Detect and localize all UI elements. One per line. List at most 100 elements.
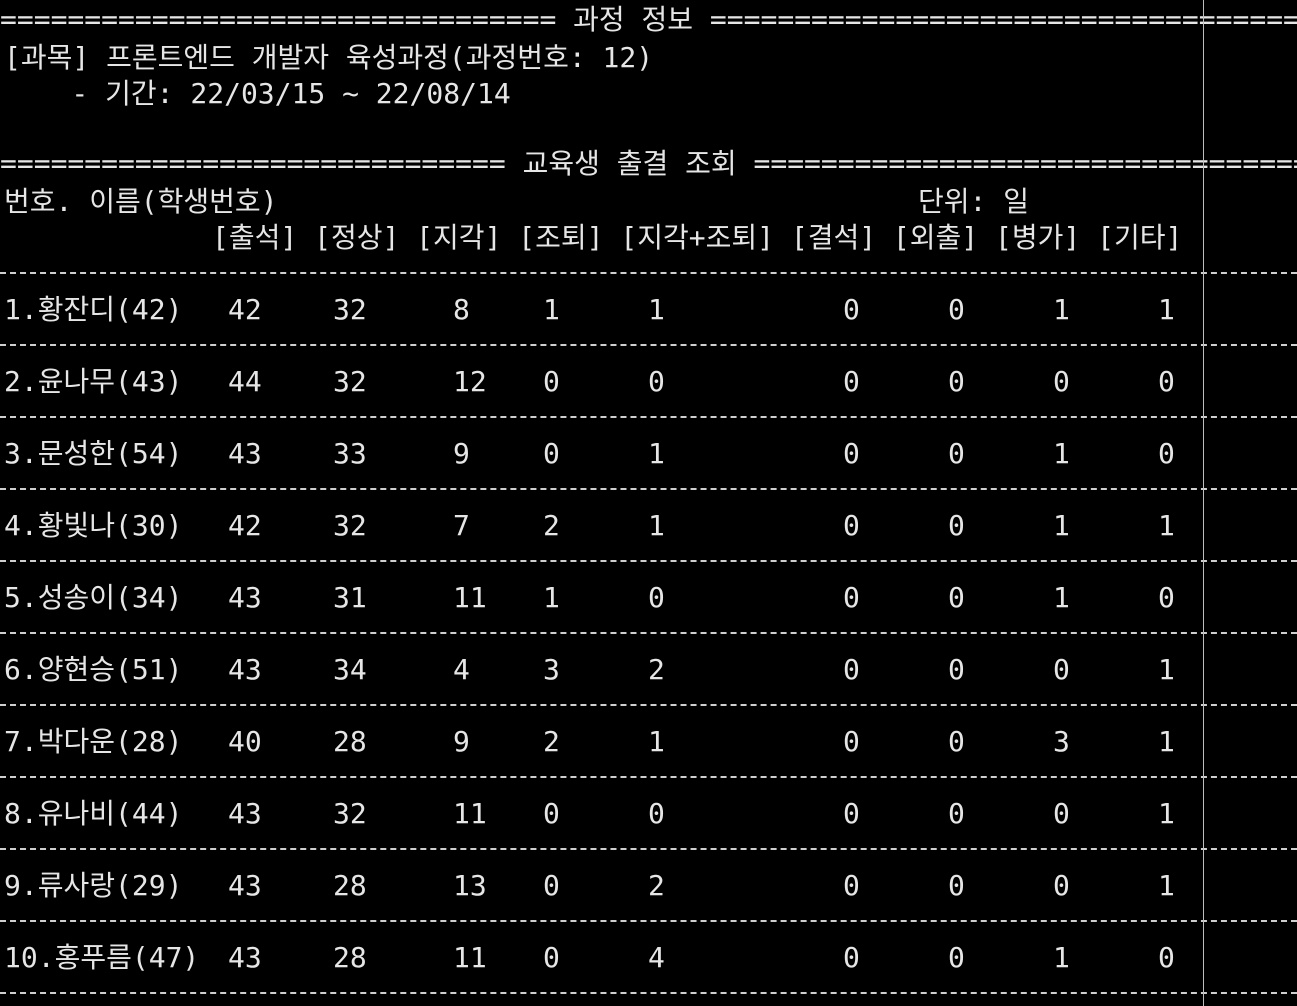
attendance-count: 0 [543, 797, 560, 830]
attendance-count: 1 [1158, 509, 1175, 542]
attendance-count: 43 [228, 581, 262, 614]
attendance-count: 0 [948, 725, 965, 758]
attendance-count: 3 [543, 653, 560, 686]
student-label: 2.윤나무(43) [4, 365, 183, 398]
attendance-count: 43 [228, 437, 262, 470]
attendance-count: 0 [843, 869, 860, 902]
attendance-count: 1 [1053, 293, 1070, 326]
attendance-count: 3 [1053, 725, 1070, 758]
row-divider [0, 632, 1297, 634]
student-label: 6.양현승(51) [4, 653, 183, 686]
attendance-count: 0 [948, 797, 965, 830]
table-row: 8.유나비(44) 43 32 11 0 0 0 0 0 1 [0, 796, 1297, 832]
table-row: 4.황빛나(30) 42 32 7 2 1 0 0 1 1 [0, 508, 1297, 544]
attendance-count: 43 [228, 653, 262, 686]
attendance-banner: ============================== 교육생 출결 조회… [0, 147, 1297, 180]
attendance-count: 0 [948, 869, 965, 902]
attendance-count: 0 [843, 581, 860, 614]
attendance-count: 2 [543, 725, 560, 758]
student-label: 4.황빛나(30) [4, 509, 183, 542]
attendance-count: 42 [228, 509, 262, 542]
student-label: 9.류사랑(29) [4, 869, 183, 902]
attendance-count: 34 [333, 653, 367, 686]
attendance-count: 11 [453, 797, 487, 830]
table-row: 1.황잔디(42) 42 32 8 1 1 0 0 1 1 [0, 292, 1297, 328]
attendance-count: 0 [1053, 365, 1070, 398]
table-row: 9.류사랑(29) 43 28 13 0 2 0 0 0 1 [0, 868, 1297, 904]
attendance-count: 32 [333, 797, 367, 830]
attendance-count: 0 [648, 797, 665, 830]
row-divider [0, 560, 1297, 562]
attendance-count: 0 [1158, 581, 1175, 614]
attendance-count: 13 [453, 869, 487, 902]
attendance-count: 28 [333, 725, 367, 758]
attendance-count: 0 [843, 653, 860, 686]
attendance-count: 0 [948, 509, 965, 542]
attendance-count: 1 [1053, 509, 1070, 542]
table-row: 5.성송이(34) 43 31 11 1 0 0 0 1 0 [0, 580, 1297, 616]
attendance-count: 40 [228, 725, 262, 758]
attendance-count: 1 [1053, 581, 1070, 614]
attendance-count: 0 [948, 653, 965, 686]
attendance-count: 0 [843, 725, 860, 758]
column-guide-line [1203, 0, 1204, 1006]
attendance-count: 1 [1158, 653, 1175, 686]
attendance-count: 43 [228, 869, 262, 902]
attendance-count: 42 [228, 293, 262, 326]
student-label: 10.홍푸름(47) [4, 941, 200, 974]
name-column-header: 번호. 이름(학생번호) [4, 185, 278, 218]
attendance-count: 0 [543, 365, 560, 398]
row-divider [0, 776, 1297, 778]
attendance-count: 1 [648, 437, 665, 470]
attendance-count: 0 [1158, 437, 1175, 470]
attendance-count: 31 [333, 581, 367, 614]
student-label: 7.박다운(28) [4, 725, 183, 758]
student-label: 1.황잔디(42) [4, 293, 183, 326]
attendance-count: 1 [1053, 941, 1070, 974]
attendance-count: 7 [453, 509, 470, 542]
attendance-count: 0 [1158, 941, 1175, 974]
attendance-count: 1 [1053, 437, 1070, 470]
attendance-count: 0 [648, 365, 665, 398]
attendance-count: 0 [948, 437, 965, 470]
attendance-count: 0 [843, 509, 860, 542]
course-period: - 기간: 22/03/15 ~ 22/08/14 [4, 77, 511, 110]
column-headers: [출석] [정상] [지각] [조퇴] [지각+조퇴] [결석] [외출] [병… [212, 221, 1183, 254]
attendance-count: 1 [1158, 797, 1175, 830]
attendance-count: 28 [333, 869, 367, 902]
attendance-count: 11 [453, 941, 487, 974]
attendance-count: 1 [1158, 293, 1175, 326]
attendance-count: 4 [648, 941, 665, 974]
attendance-count: 1 [1158, 725, 1175, 758]
attendance-count: 0 [843, 365, 860, 398]
attendance-count: 1 [1158, 869, 1175, 902]
attendance-count: 1 [543, 581, 560, 614]
course-info-banner: ================================= 과정 정보 … [0, 3, 1297, 36]
attendance-count: 1 [648, 725, 665, 758]
attendance-count: 12 [453, 365, 487, 398]
attendance-count: 0 [948, 581, 965, 614]
attendance-count: 0 [843, 293, 860, 326]
row-divider [0, 992, 1297, 994]
attendance-count: 32 [333, 509, 367, 542]
attendance-count: 43 [228, 797, 262, 830]
attendance-count: 33 [333, 437, 367, 470]
student-label: 3.문성한(54) [4, 437, 183, 470]
attendance-count: 43 [228, 941, 262, 974]
attendance-count: 2 [648, 869, 665, 902]
attendance-count: 9 [453, 437, 470, 470]
attendance-count: 0 [543, 941, 560, 974]
attendance-count: 0 [1053, 869, 1070, 902]
attendance-count: 11 [453, 581, 487, 614]
attendance-count: 0 [648, 581, 665, 614]
attendance-count: 2 [648, 653, 665, 686]
attendance-count: 44 [228, 365, 262, 398]
student-label: 5.성송이(34) [4, 581, 183, 614]
attendance-count: 0 [948, 941, 965, 974]
row-divider [0, 920, 1297, 922]
table-divider [0, 272, 1297, 274]
table-row: 3.문성한(54) 43 33 9 0 1 0 0 1 0 [0, 436, 1297, 472]
attendance-count: 1 [648, 509, 665, 542]
row-divider [0, 848, 1297, 850]
